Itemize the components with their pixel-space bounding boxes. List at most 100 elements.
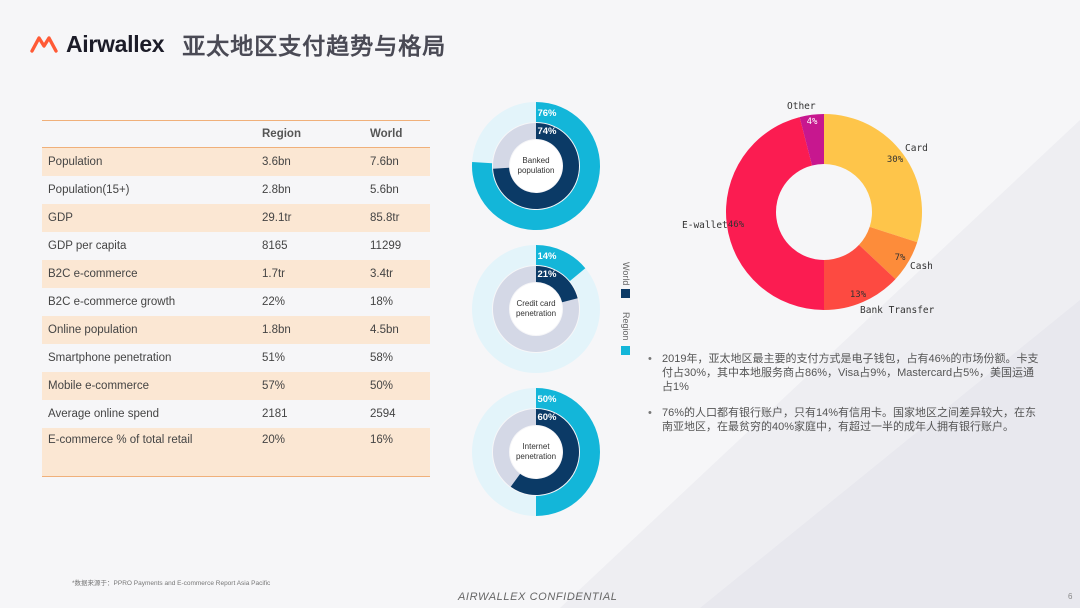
cell-region: 2181 [262, 408, 288, 420]
table-row: Smartphone penetration 51% 58% [42, 344, 430, 372]
cell-world: 4.5bn [364, 316, 430, 344]
cell-region: 20% [256, 428, 364, 477]
payment-category-label: Cash [910, 261, 933, 272]
banked-population-title-line: population [518, 166, 555, 175]
cell-region: 51% [262, 352, 286, 364]
legend-swatch-world [621, 289, 630, 298]
table-row: Average online spend 2181 2594 [42, 400, 430, 428]
row-label: GDP per capita [48, 240, 127, 252]
cell-world: 11299 [370, 240, 402, 252]
confidential-footer: AIRWALLEX CONFIDENTIAL [458, 591, 618, 603]
payment-slice-cash [858, 226, 918, 280]
cell-region: 1.8bn [256, 316, 364, 344]
credit-card-penetration-outer-ring [536, 245, 586, 281]
banked-population-outer-label: 76% [537, 108, 557, 119]
banked-population-outer-ring [472, 102, 600, 231]
cell-world: 7.6bn [364, 147, 430, 176]
table-row: Population 3.6bn 7.6bn [42, 147, 430, 176]
insight-bullets: 2019年，亚太地区最主要的支付方式是电子钱包，占有46%的市场份额。卡支付占3… [648, 352, 1043, 446]
cell-world: 85.8tr [364, 204, 430, 232]
row-label: Population(15+) [48, 184, 130, 196]
credit-card-penetration-title: Credit card penetration [516, 299, 556, 318]
cell-world: 18% [370, 296, 394, 308]
table-row: E-commerce % of total retail 20% 16% [42, 428, 430, 477]
payment-slice-e-wallet [726, 117, 824, 310]
payment-category-label: E-wallet [682, 220, 728, 231]
payment-percent-label: 7% [895, 253, 906, 263]
row-label: Online population [42, 316, 256, 344]
table-row: GDP per capita 8165 11299 [42, 232, 430, 260]
cell-world: 3.4tr [364, 260, 430, 288]
cell-world: 50% [364, 372, 430, 400]
row-label: Mobile e-commerce [42, 372, 256, 400]
logo-text: Airwallex [66, 30, 165, 57]
credit-card-penetration-title-line: penetration [516, 309, 556, 318]
row-label: B2C e-commerce [42, 260, 256, 288]
table-row: B2C e-commerce 1.7tr 3.4tr [42, 260, 430, 288]
table-header-row: Region World [42, 120, 430, 148]
cell-region: 3.6bn [256, 147, 364, 176]
table-row: Population(15+) 2.8bn 5.6bn [42, 176, 430, 204]
column-header-world: World [364, 120, 430, 148]
payment-percent-label: 30% [887, 155, 904, 165]
cell-region: 22% [262, 296, 286, 308]
source-note: *数据来源于：PPRO Payments and E-commerce Repo… [72, 580, 271, 587]
row-label: GDP [42, 204, 256, 232]
cell-world: 5.6bn [370, 184, 399, 196]
internet-penetration-inner-ring [510, 408, 580, 496]
cell-world: 16% [364, 428, 430, 477]
table-row: Online population 1.8bn 4.5bn [42, 316, 430, 344]
payment-slice-other [799, 114, 824, 166]
credit-card-penetration-title-line: Credit card [516, 299, 555, 308]
table-row: Mobile e-commerce 57% 50% [42, 372, 430, 400]
payment-category-label: Bank Transfer [860, 305, 935, 316]
payment-percent-label: 46% [728, 220, 745, 230]
cell-region: 8165 [262, 240, 288, 252]
internet-penetration-outer-label: 50% [537, 394, 557, 405]
page-title: 亚太地区支付趋势与格局 [182, 33, 447, 59]
cell-region: 29.1tr [256, 204, 364, 232]
legend-swatch-region [621, 346, 630, 355]
payment-slice-bank-transfer [824, 244, 896, 310]
row-label: B2C e-commerce growth [48, 296, 176, 308]
internet-penetration-center [510, 426, 562, 478]
row-label: Average online spend [48, 408, 160, 420]
table-row: B2C e-commerce growth 22% 18% [42, 288, 430, 316]
table-row: GDP 29.1tr 85.8tr [42, 204, 430, 232]
bullet-item: 76%的人口都有银行账户，只有14%有信用卡。国家地区之间差异较大，在东南亚地区… [648, 406, 1043, 434]
row-label: Population [42, 147, 256, 176]
row-label: Smartphone penetration [48, 352, 172, 364]
legend-label-world: World [621, 262, 631, 286]
credit-card-penetration-outer-label: 14% [537, 251, 557, 262]
internet-penetration-title-line: Internet [522, 442, 550, 451]
stats-table: Region World Population 3.6bn 7.6bn Populat… [42, 120, 430, 477]
airwallex-logo-icon [30, 36, 58, 53]
credit-card-penetration-inner-ring [536, 266, 578, 303]
payment-slice-card [824, 114, 923, 243]
internet-penetration-inner-label: 60% [537, 412, 557, 423]
payment-percent-label: 13% [850, 290, 867, 300]
internet-penetration-title-line: penetration [516, 452, 556, 461]
cell-region: 57% [256, 372, 364, 400]
legend-label-region: Region [621, 312, 631, 341]
credit-card-penetration-inner-label: 21% [537, 269, 557, 280]
banked-population-title: Banked population [518, 156, 555, 175]
payment-percent-label: 4% [807, 117, 818, 127]
banked-population-title-line: Banked [522, 156, 549, 165]
cell-world: 2594 [370, 408, 396, 420]
payment-category-label: Card [905, 143, 928, 154]
internet-penetration-outer-ring [536, 388, 600, 516]
cell-world: 58% [370, 352, 394, 364]
payment-category-label: Other [787, 101, 816, 112]
header: Airwallex 亚太地区支付趋势与格局 [30, 26, 446, 62]
row-label: E-commerce % of total retail [42, 428, 256, 477]
credit-card-penetration-center [510, 283, 562, 335]
banked-population-inner-ring [493, 123, 579, 209]
cell-region: 2.8bn [262, 184, 291, 196]
banked-population-inner-label: 74% [537, 126, 557, 137]
banked-population-center [510, 140, 562, 192]
page-number: 6 [1068, 592, 1073, 601]
column-header [42, 120, 256, 148]
internet-penetration-title: Internet penetration [516, 442, 556, 461]
